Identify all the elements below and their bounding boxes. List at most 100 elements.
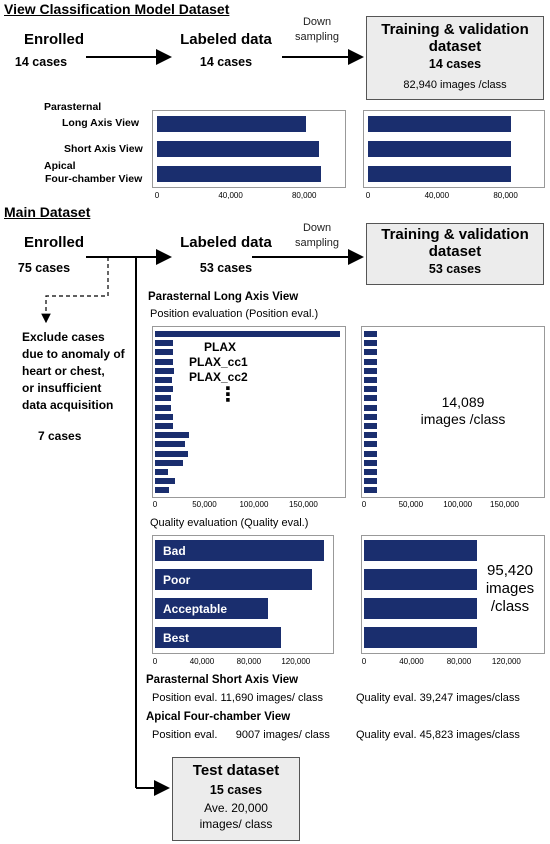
chart-bar <box>368 116 511 132</box>
quality-after-images: images <box>485 580 535 597</box>
view-training-images: 82,940 images /class <box>403 79 507 91</box>
chart-bar <box>364 598 478 619</box>
quality-subtitle: Quality evaluation (Quality eval.) <box>150 517 309 529</box>
psax-title: Parasternal Short Axis View <box>146 674 299 686</box>
chart-bar <box>155 469 168 475</box>
test-count: 15 cases <box>209 783 263 797</box>
chart-bar <box>155 569 313 590</box>
chart-bar <box>364 386 378 393</box>
chart-bar <box>364 340 378 347</box>
view-labeled-label: Labeled data <box>180 31 272 48</box>
x-tick-label: 150,000 <box>288 500 318 509</box>
chart-bar <box>364 413 378 420</box>
chart-bar <box>364 469 378 475</box>
chart-bar <box>364 432 378 439</box>
exclude-line-5: data acquisition <box>22 398 114 412</box>
category-label-four-chamber: Four-chamber View <box>45 173 143 185</box>
x-tick-label: 100,000 <box>443 500 473 509</box>
chart-bar <box>364 450 378 457</box>
callout-plax: PLAX <box>204 340 237 354</box>
chart-bar <box>364 395 378 402</box>
view-training-title-1: Training & validation <box>381 21 529 38</box>
psax-quality: Quality eval. 39,247 images/class <box>356 692 520 704</box>
chart-bar <box>155 627 281 648</box>
chart-bar <box>364 627 478 648</box>
category-label-parasternal: Parasternal <box>44 101 102 113</box>
position-after-unit: images /class <box>420 411 506 427</box>
chart-bar <box>364 377 378 383</box>
exclude-count: 7 cases <box>38 429 82 443</box>
plax-title: Parasternal Long Axis View <box>148 291 299 303</box>
chart-bar <box>157 116 307 132</box>
chart-bar <box>364 358 378 365</box>
x-tick-label: 0 <box>361 657 367 666</box>
a4c-position: Position eval. 9007 images/ class <box>152 729 330 741</box>
test-box <box>172 757 300 841</box>
x-tick-label: 0 <box>365 191 371 200</box>
x-tick-label: 0 <box>361 500 367 509</box>
main-training-title-1: Training & validation <box>381 226 529 243</box>
chart-bar <box>364 540 478 561</box>
view-enrolled-label: Enrolled <box>23 31 84 48</box>
exclude-line-1: Exclude cases <box>22 330 105 344</box>
chart-bar <box>368 141 511 157</box>
x-tick-label: 40,000 <box>424 191 450 200</box>
chart-bar <box>157 166 321 182</box>
position-chart-training: 0 50,000 100,000 150,000 <box>361 326 545 509</box>
x-tick-label: 40,000 <box>399 657 424 666</box>
quality-chart-training: 0 40,000 80,000 120,000 <box>361 535 545 666</box>
callout-plax-cc2: PLAX_cc2 <box>189 370 248 384</box>
chart-bar <box>368 166 511 182</box>
chart-bar <box>155 340 173 347</box>
chart-bar <box>155 395 171 402</box>
main-training-box <box>366 223 544 285</box>
exclude-line-3: heart or chest, <box>22 364 105 378</box>
x-tick-label: 80,000 <box>236 657 262 666</box>
main-labeled-label: Labeled data <box>180 234 272 251</box>
x-tick-label: 80,000 <box>493 191 518 200</box>
chart-bar <box>364 487 378 494</box>
chart-bar <box>364 423 378 429</box>
chart-bar <box>364 367 378 374</box>
view-enrolled-count: 14 cases <box>14 55 68 69</box>
chart-bar <box>155 432 189 439</box>
x-tick-label: 40,000 <box>189 657 215 666</box>
chart-bar <box>155 331 341 337</box>
view-chart-labeled: 0 40,000 80,000 <box>152 110 346 200</box>
x-tick-label: 120,000 <box>281 657 311 666</box>
x-tick-label: 0 <box>152 500 158 509</box>
position-after-number: 14,089 <box>441 394 485 410</box>
main-training-count: 53 cases <box>428 262 482 276</box>
chart-bar <box>155 358 173 365</box>
x-tick-label: 120,000 <box>491 657 521 666</box>
callout-plax-cc1: PLAX_cc1 <box>189 355 248 369</box>
bar-category-label: Bad <box>163 544 186 558</box>
chart-bar <box>155 377 172 383</box>
chart-bar <box>157 141 319 157</box>
chart-bar <box>155 413 173 420</box>
chart-bar <box>155 540 324 561</box>
callout-ellipsis: ⋮ <box>218 384 238 406</box>
test-images-2: images/ class <box>199 817 273 831</box>
chart-bar <box>364 441 378 448</box>
a4c-quality: Quality eval. 45,823 images/class <box>356 729 520 741</box>
view-training-count: 14 cases <box>428 57 482 71</box>
position-subtitle: Position evaluation (Position eval.) <box>150 308 319 320</box>
main-section-title: Main Dataset <box>4 204 91 220</box>
chart-bar <box>364 569 478 590</box>
chart-bar <box>155 386 173 393</box>
view-down-sampling-1: Down <box>302 16 332 28</box>
chart-bar <box>364 331 378 337</box>
view-chart-training: 0 40,000 80,000 <box>363 110 545 200</box>
a4c-title: Apical Four-chamber View <box>146 711 291 723</box>
view-training-title-2: dataset <box>428 38 482 55</box>
position-chart-labeled: 0 50,000 100,000 150,000 <box>152 326 346 509</box>
main-down-sampling-2: sampling <box>294 237 340 249</box>
x-tick-label: 80,000 <box>291 191 317 200</box>
x-tick-label: 50,000 <box>192 500 217 509</box>
chart-bar <box>155 441 185 448</box>
category-label-long-axis: Long Axis View <box>62 117 140 129</box>
quality-after-per-class: /class <box>490 598 530 615</box>
chart-bar <box>155 487 169 494</box>
